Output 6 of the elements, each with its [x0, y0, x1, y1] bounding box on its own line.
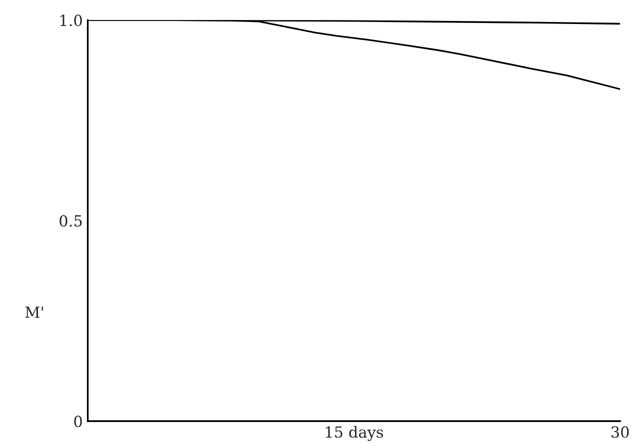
- y-axis-title: M': [25, 306, 43, 318]
- x-tick-label: 30: [612, 426, 629, 438]
- x-tick-label: 15 days: [326, 426, 383, 441]
- y-tick-label: 1.0: [60, 14, 82, 26]
- y-tick-label: 0.5: [60, 215, 82, 227]
- y-tick-label: 0: [74, 416, 82, 428]
